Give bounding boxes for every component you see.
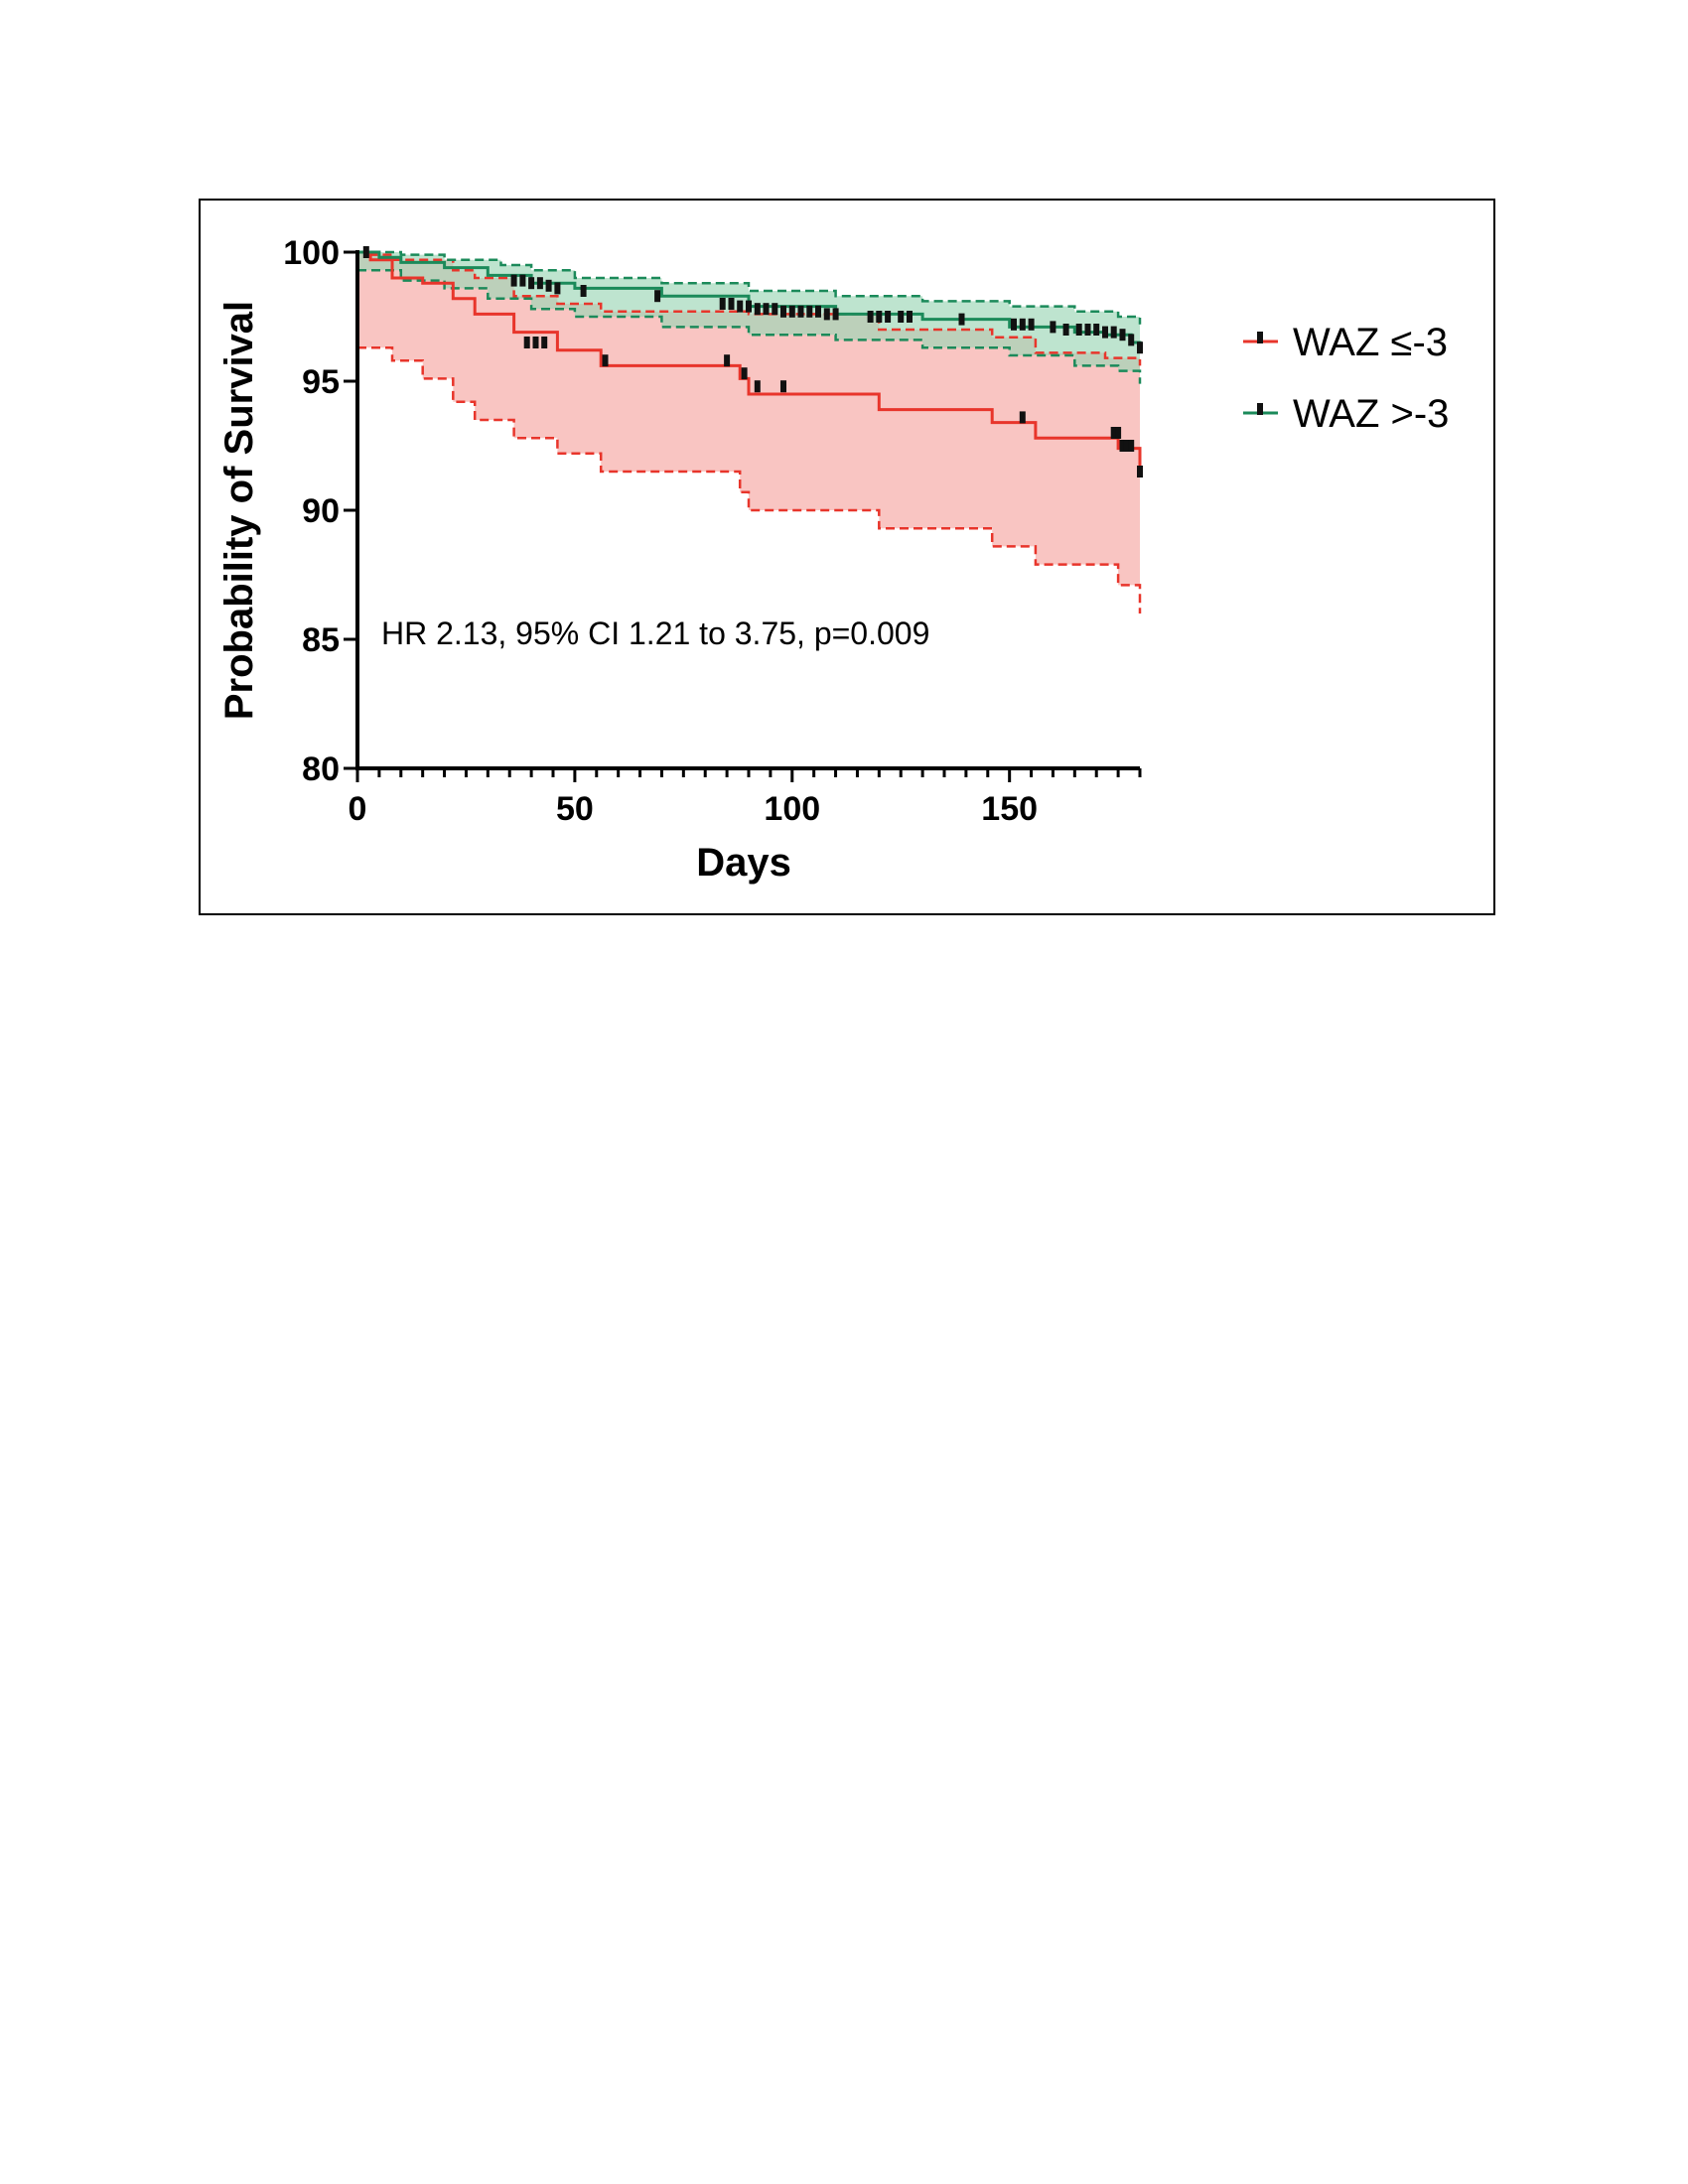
- legend-label: WAZ ≤-3: [1293, 321, 1448, 364]
- censor-mark-waz-gt-3: [1075, 324, 1082, 336]
- censor-mark-waz-gt-3: [885, 311, 892, 323]
- y-tick-label: 90: [302, 492, 340, 530]
- censor-mark-waz-le-3: [1119, 440, 1126, 452]
- censor-mark-waz-le-3: [1137, 466, 1143, 478]
- censor-mark-waz-gt-3: [1028, 318, 1035, 331]
- censor-mark-waz-gt-3: [1011, 318, 1017, 331]
- censor-mark-waz-le-3: [724, 354, 731, 367]
- censor-mark-waz-gt-3: [1062, 324, 1069, 336]
- censor-mark-waz-gt-3: [797, 305, 804, 318]
- censor-mark-waz-gt-3: [1137, 341, 1143, 354]
- censor-mark-waz-le-3: [780, 380, 786, 393]
- x-tick-label: 100: [764, 790, 820, 828]
- censor-mark-waz-gt-3: [1093, 324, 1100, 336]
- censor-mark-waz-gt-3: [545, 279, 552, 292]
- censor-mark-waz-le-3: [1115, 427, 1122, 439]
- censor-mark-waz-le-3: [1110, 427, 1117, 439]
- censor-mark-waz-gt-3: [780, 305, 786, 318]
- censor-mark-waz-gt-3: [746, 300, 752, 313]
- censor-mark-waz-le-3: [532, 337, 539, 348]
- figure-frame: 0 50 100 150 80 85 90 95 100 HR 2.13, 95% CI 1.2…: [199, 199, 1495, 915]
- censor-mark-waz-gt-3: [536, 277, 543, 290]
- legend: WAZ ≤-3 WAZ >-3: [1243, 321, 1449, 436]
- censor-mark-waz-le-3: [754, 380, 761, 393]
- censor-mark-waz-gt-3: [510, 274, 517, 287]
- y-tick-label: 80: [302, 751, 340, 788]
- ci-band-waz-gt-3: [357, 252, 1140, 384]
- censor-mark-waz-gt-3: [876, 311, 883, 323]
- censor-mark-waz-gt-3: [528, 277, 535, 290]
- ci-upper-waz-gt-3: [357, 250, 1142, 325]
- censor-mark-waz-gt-3: [654, 290, 661, 303]
- y-tick-label: 95: [302, 363, 340, 401]
- censor-mark-waz-gt-3: [806, 305, 813, 318]
- censor-mark-waz-gt-3: [763, 303, 770, 316]
- censor-mark-waz-gt-3: [719, 298, 726, 310]
- censor-mark-waz-le-3: [741, 367, 748, 380]
- censor-mark-waz-gt-3: [1050, 321, 1056, 334]
- ci-lower-waz-le-3: [357, 345, 1142, 614]
- censor-mark-waz-le-3: [1128, 440, 1135, 452]
- axes: 0 50 100 150 80 85 90 95 100: [283, 234, 1142, 828]
- ci-upper-waz-le-3: [357, 250, 1142, 366]
- x-tick-label: 150: [981, 790, 1038, 828]
- censor-mark-waz-gt-3: [815, 305, 821, 318]
- censor-mark-waz-gt-3: [1119, 329, 1126, 341]
- ci-lower-waz-gt-3: [357, 268, 1142, 384]
- survival-curve-waz-le-3: [357, 250, 1142, 472]
- censor-mark-waz-gt-3: [754, 303, 761, 316]
- legend-censor-mark: [1257, 403, 1263, 415]
- hazard-ratio-annotation: HR 2.13, 95% CI 1.21 to 3.75, p=0.009: [381, 615, 929, 651]
- censor-mark-waz-gt-3: [1128, 334, 1135, 346]
- legend-censor-mark: [1257, 332, 1263, 343]
- x-axis-title: Days: [696, 841, 791, 885]
- x-tick-label: 0: [349, 790, 367, 828]
- confidence-bands: [357, 252, 1140, 614]
- y-tick-label: 100: [283, 234, 340, 272]
- censor-mark-waz-le-3: [541, 337, 548, 348]
- y-tick-label: 85: [302, 621, 340, 659]
- censor-mark-waz-gt-3: [907, 311, 913, 323]
- censor-mark-waz-le-3: [1019, 411, 1026, 424]
- censor-mark-waz-gt-3: [823, 308, 830, 321]
- censor-mark-waz-gt-3: [1019, 318, 1026, 331]
- censor-mark-waz-gt-3: [772, 303, 778, 316]
- kaplan-meier-chart: 0 50 100 150 80 85 90 95 100 HR 2.13, 95% CI 1.2…: [217, 234, 1449, 885]
- censor-mark-waz-gt-3: [1084, 324, 1091, 336]
- censor-mark-waz-gt-3: [832, 308, 839, 321]
- censor-mark-waz-le-3: [523, 337, 530, 348]
- censor-mark-waz-gt-3: [898, 311, 905, 323]
- censor-mark-waz-gt-3: [362, 246, 369, 258]
- censor-mark-waz-gt-3: [867, 311, 874, 323]
- censor-marks: [362, 246, 1143, 478]
- censor-mark-waz-gt-3: [1102, 326, 1108, 339]
- y-axis-title: Probability of Survival: [217, 301, 261, 720]
- legend-label: WAZ >-3: [1293, 392, 1449, 436]
- x-tick-label: 50: [556, 790, 594, 828]
- censor-mark-waz-gt-3: [1110, 326, 1117, 339]
- censor-mark-waz-gt-3: [788, 305, 795, 318]
- censor-mark-waz-le-3: [602, 354, 609, 367]
- censor-mark-waz-gt-3: [519, 274, 526, 287]
- confidence-limit-lines: [357, 250, 1142, 614]
- censor-mark-waz-le-3: [1123, 440, 1130, 452]
- censor-mark-waz-gt-3: [580, 285, 587, 297]
- censor-mark-waz-gt-3: [728, 298, 735, 310]
- censor-mark-waz-gt-3: [554, 282, 561, 295]
- censor-mark-waz-gt-3: [958, 313, 965, 326]
- censor-mark-waz-gt-3: [737, 300, 744, 313]
